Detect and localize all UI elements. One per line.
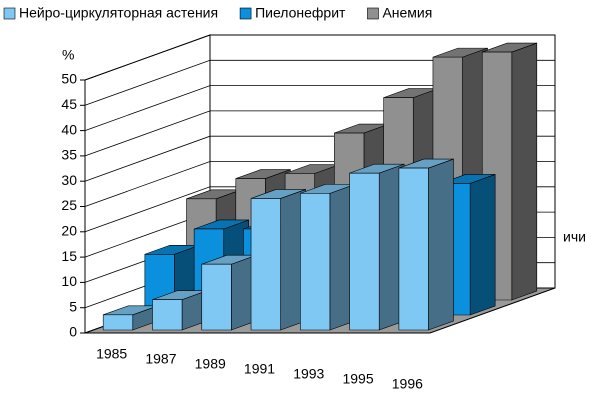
legend-label: Анемия [382, 5, 432, 21]
y-tick-label: 20 [61, 223, 77, 239]
y-tick-label: 0 [69, 324, 77, 340]
bar-front [300, 193, 331, 331]
bar-front [152, 299, 183, 331]
x-tick-label: 1989 [195, 356, 226, 372]
legend-swatch [3, 7, 16, 20]
bar-side [428, 158, 454, 331]
x-tick-label: 1993 [293, 366, 324, 382]
x-tick-label: 1987 [145, 351, 176, 367]
bar-front [349, 172, 380, 331]
legend-label: Нейро-циркуляторная астения [19, 5, 218, 21]
y-tick-label: 40 [61, 121, 77, 137]
bar [152, 290, 208, 331]
y-tick-label: 45 [61, 96, 77, 112]
y-tick-label: 10 [61, 273, 77, 289]
side-label: ичи [563, 229, 586, 245]
grid-line [84, 34, 555, 81]
x-tick-label: 1995 [342, 371, 373, 387]
x-tick-label: 1996 [392, 376, 423, 392]
bar-side [469, 174, 496, 316]
y-tick-label: 35 [61, 147, 77, 163]
bar [349, 163, 405, 331]
bar-front [102, 314, 134, 331]
x-tick-label: 1991 [244, 361, 275, 377]
bar [102, 305, 159, 331]
y-tick-label: 15 [61, 248, 77, 264]
y-unit: % [62, 47, 74, 63]
y-tick-label: 25 [61, 197, 77, 213]
legend-label: Пиелонефрит [255, 5, 346, 21]
bar [300, 183, 356, 331]
y-tick-label: 50 [61, 71, 77, 87]
y-tick-label: 5 [69, 298, 77, 314]
bar [201, 254, 257, 331]
bar [398, 158, 454, 331]
y-tick-label: 30 [61, 172, 77, 188]
bar-front [201, 263, 232, 331]
legend-swatch [239, 7, 252, 20]
bar [440, 174, 496, 316]
legend-swatch [367, 7, 379, 20]
bar [250, 189, 306, 331]
bar-front [250, 198, 281, 331]
x-tick-label: 1985 [96, 346, 127, 362]
bar-front [398, 167, 429, 331]
bar-side [511, 42, 538, 301]
